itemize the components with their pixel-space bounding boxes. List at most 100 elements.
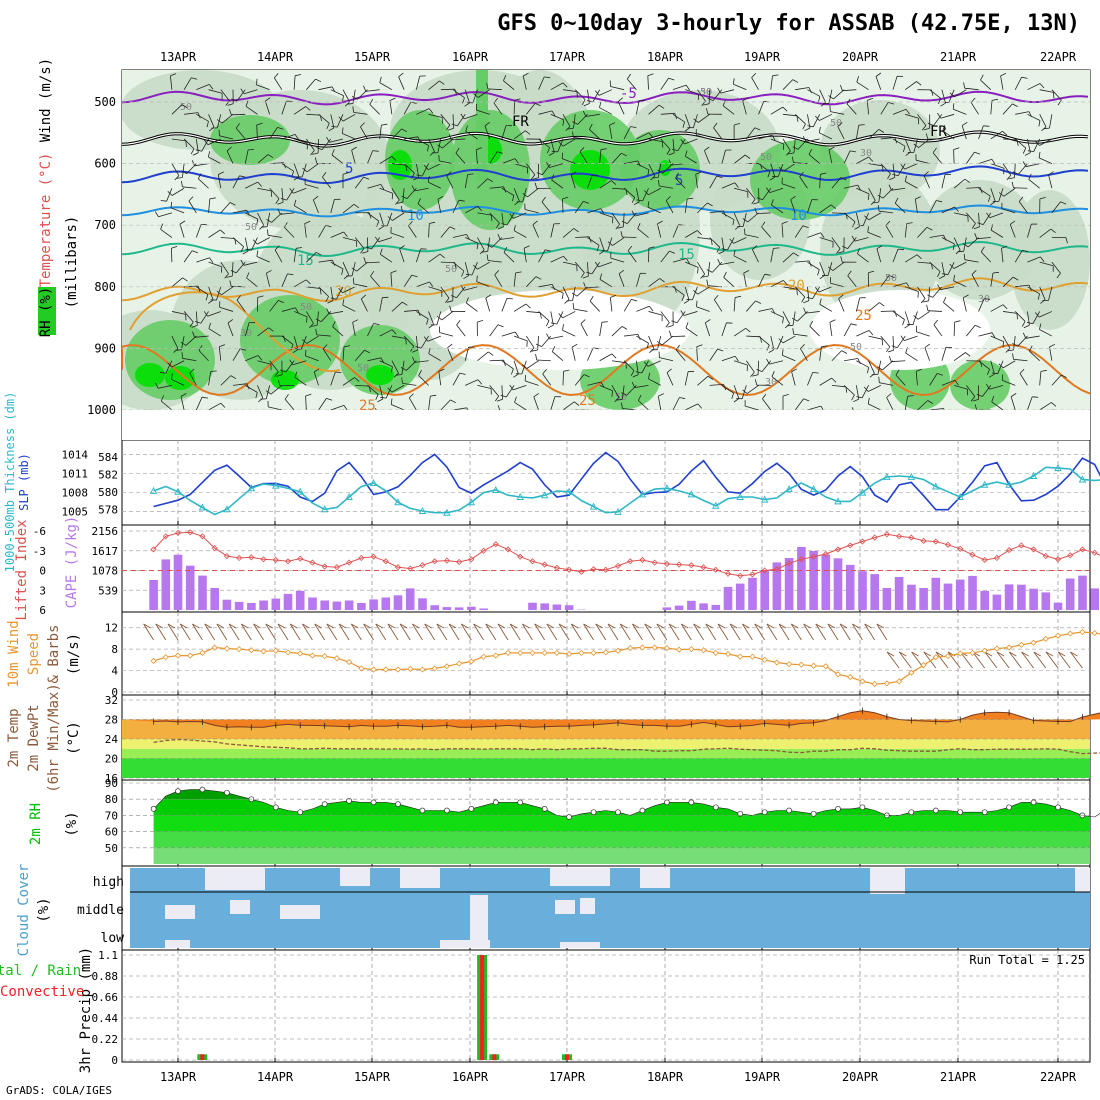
lifted-index-point [676, 561, 683, 568]
rh2m-band [153, 789, 1090, 800]
rh2m-point [492, 799, 499, 806]
thickness-point [247, 484, 256, 492]
wind10-point [321, 653, 328, 660]
wind10-point [822, 663, 829, 670]
cape-bar [955, 579, 965, 610]
wind10-barb [827, 623, 839, 641]
wind10-point [1079, 628, 1086, 636]
chart-title: GFS 0~10day 3-hourly for ASSAB (42.75E, … [497, 11, 1080, 36]
isotherm-label: 10 [407, 208, 424, 224]
thickness-point [369, 479, 378, 486]
wind10-barb-flag [583, 623, 591, 629]
date-label-bottom: 16APR [452, 1070, 489, 1084]
wind10-point [834, 671, 842, 678]
cloud-gap [165, 905, 195, 919]
rh2m-point [712, 804, 719, 811]
lifted-index-point [211, 545, 218, 552]
wind10-point [1091, 630, 1098, 637]
wind10-barb [656, 623, 668, 641]
cape-bar [479, 608, 488, 610]
lifted-index-point [541, 561, 548, 568]
lifted-index-point [957, 545, 964, 552]
wind10-barb [886, 651, 900, 669]
wind10-barb-flag [436, 623, 445, 629]
lifted-index-point [932, 538, 939, 545]
precip-tick-label: 0.44 [92, 1012, 119, 1025]
cape-bar [858, 571, 867, 610]
thickness-point [663, 484, 671, 492]
wind10-barb [984, 651, 998, 669]
rh-shading [385, 110, 455, 210]
wind10-point [272, 647, 279, 654]
cape-bar [552, 604, 562, 610]
wind10-barb [570, 623, 582, 641]
cloud-gap [205, 868, 265, 890]
thickness-point [1029, 472, 1038, 479]
cloud-gap [340, 868, 370, 886]
temp-tick-label: 28 [105, 714, 118, 727]
thickness-point [198, 503, 207, 511]
lifted-index-point [969, 551, 976, 558]
wind10-barb-flag [448, 623, 457, 629]
cape-bar [797, 547, 806, 610]
pressure-tick-label: 700 [94, 218, 116, 232]
wind10-barb [399, 623, 411, 641]
wind10-barb [265, 623, 277, 641]
lifted-index-point [297, 555, 304, 562]
rh-shading [750, 140, 850, 220]
thickness-tick-label: 582 [98, 468, 118, 481]
wind-barbs [154, 72, 1068, 410]
lifted-index-point [724, 570, 732, 577]
wind10-barb-flag [656, 623, 665, 629]
cape-bar [662, 607, 672, 610]
rh2m-fill [153, 789, 1090, 864]
rh2m-point [615, 809, 621, 816]
wind10-point [553, 649, 560, 656]
thickness-point [1078, 475, 1087, 483]
lifted-index-point [712, 566, 719, 573]
wind10-point [627, 645, 634, 652]
rh2m-tick-label: 80 [105, 793, 118, 806]
wind10-barb [509, 623, 521, 641]
lifted-index-point [896, 533, 903, 540]
cloud-units-label: (%) [36, 897, 52, 922]
wind10-point [456, 660, 463, 667]
rh2m-point [419, 807, 426, 814]
wind10-barb [1033, 651, 1047, 669]
wind10-barb [497, 623, 509, 641]
wind10-point [223, 645, 230, 652]
temp-tick-label: 20 [105, 753, 118, 766]
wind10-barb-flag [681, 623, 689, 629]
cape-bar [295, 590, 305, 610]
cape-bar [271, 598, 281, 610]
wind10-barb-flag [363, 623, 371, 629]
lifted-index-point [663, 560, 670, 567]
wind10-barb-flag [1045, 651, 1054, 657]
thickness-tick-label: 578 [98, 503, 118, 516]
slp-series [153, 451, 1100, 511]
wind10-tick-label: 12 [105, 622, 118, 635]
lifted-index-point [578, 568, 585, 575]
wind10-barb [680, 623, 692, 641]
rh2m-tick-label: 90 [105, 777, 118, 790]
lifted-index-point [1042, 552, 1049, 560]
thickness-point [858, 488, 867, 496]
thickness-point [540, 491, 549, 499]
cape-bar [699, 603, 708, 610]
cape-bar [357, 603, 366, 610]
date-label-bottom: 21APR [940, 1070, 977, 1084]
date-label-bottom: 22APR [1040, 1070, 1077, 1084]
temp-series [153, 707, 1100, 731]
cape-bar [369, 599, 378, 610]
wind10-barb [1021, 651, 1034, 669]
lifted-index-point [162, 533, 169, 540]
cape-bar [210, 588, 219, 610]
thickness-line [153, 466, 1100, 516]
wind10-speed-label: Speed [26, 633, 42, 675]
isotherm-label: 15 [678, 247, 695, 263]
rh2m-point [810, 810, 817, 817]
rh2m-point [859, 804, 866, 811]
rh-contour-label: 50 [357, 363, 369, 374]
lifted-index-point [468, 556, 475, 563]
wind10-barb-flag [1021, 651, 1029, 657]
